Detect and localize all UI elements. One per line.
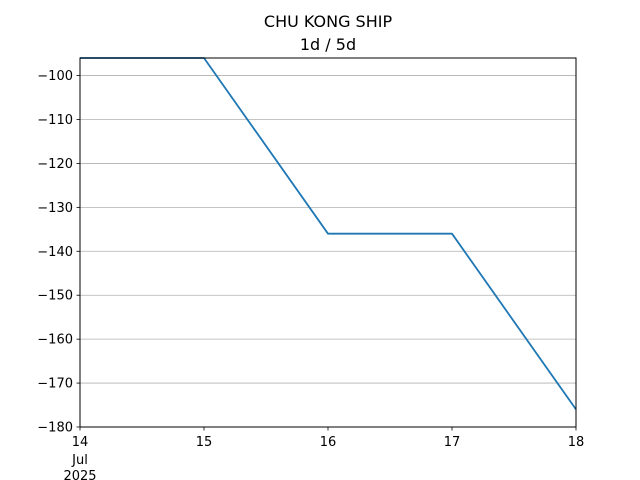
- chart-title: CHU KONG SHIP: [264, 12, 393, 31]
- y-tick-label: −100: [37, 69, 73, 84]
- x-tick-label: 15: [196, 435, 213, 450]
- y-tick-label: −170: [37, 377, 73, 392]
- y-tick-label: −150: [37, 289, 73, 304]
- x-tick-label: 14: [72, 435, 89, 450]
- y-tick-label: −130: [37, 201, 73, 216]
- y-tick-label: −140: [37, 245, 73, 260]
- y-tick-label: −180: [37, 421, 73, 436]
- chart-subtitle: 1d / 5d: [300, 35, 356, 54]
- x-tick-label: 17: [444, 435, 461, 450]
- x-tick-sublabel: 2025: [63, 469, 96, 480]
- x-tick-label: 16: [320, 435, 337, 450]
- y-tick-label: −110: [37, 113, 73, 128]
- x-tick-label: 18: [568, 435, 585, 450]
- series-layer: [80, 57, 577, 410]
- y-axis: −100 −110 −120 −130 −140 −150 −160 −170 −180: [37, 69, 80, 436]
- y-gridlines: [80, 75, 576, 428]
- plot-frame: [79, 57, 577, 428]
- y-tick-label: −160: [37, 333, 73, 348]
- series-line: [80, 57, 577, 410]
- x-tick-sublabel: Jul: [71, 453, 88, 468]
- y-tick-label: −120: [37, 157, 73, 172]
